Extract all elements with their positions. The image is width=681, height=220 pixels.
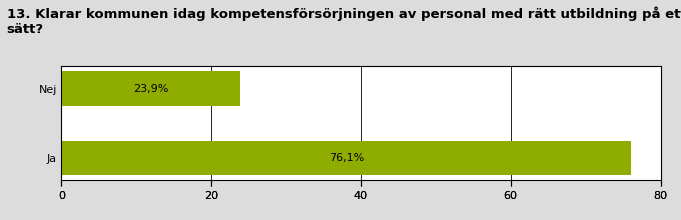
Bar xyxy=(61,141,631,175)
Text: 13. Klarar kommunen idag kompetensförsörjningen av personal med rätt utbildning : 13. Klarar kommunen idag kompetensförsör… xyxy=(7,7,681,36)
Bar xyxy=(61,71,240,106)
Text: 76,1%: 76,1% xyxy=(329,153,364,163)
Text: 23,9%: 23,9% xyxy=(133,84,168,93)
